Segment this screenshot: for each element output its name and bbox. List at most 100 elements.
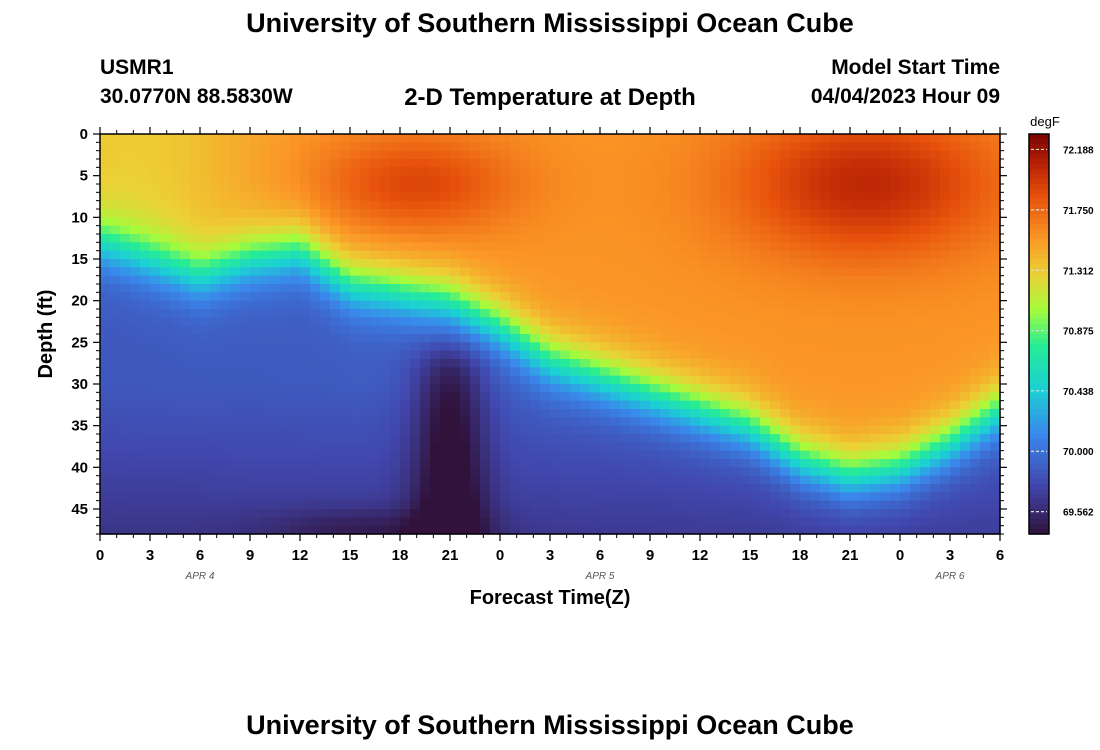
heatmap-cell: [610, 350, 621, 360]
heatmap-cell: [600, 192, 611, 202]
heatmap-cell: [190, 275, 201, 285]
heatmap-cell: [520, 259, 531, 268]
heatmap-cell: [320, 284, 331, 293]
heatmap-cell: [370, 417, 381, 427]
heatmap-cell: [210, 300, 221, 310]
heatmap-cell: [150, 492, 161, 502]
heatmap-cell: [700, 375, 711, 385]
heatmap-cell: [680, 509, 691, 518]
heatmap-cell: [930, 459, 941, 468]
heatmap-cell: [170, 459, 181, 468]
heatmap-cell: [610, 467, 621, 477]
heatmap-cell: [570, 275, 581, 285]
heatmap-cell: [500, 359, 511, 368]
heatmap-cell: [760, 375, 771, 385]
x-tick-label: 18: [392, 547, 409, 564]
heatmap-cell: [820, 167, 831, 177]
heatmap-cell: [800, 517, 811, 527]
heatmap-cell: [300, 225, 311, 235]
heatmap-cell: [660, 267, 671, 277]
heatmap-cell: [360, 475, 371, 485]
heatmap-cell: [190, 517, 201, 527]
heatmap-cell: [150, 250, 161, 260]
heatmap-cell: [350, 259, 361, 268]
heatmap-cell: [930, 450, 941, 460]
heatmap-cell: [200, 150, 211, 160]
heatmap-cells: [100, 134, 1001, 535]
heatmap-cell: [710, 500, 721, 510]
heatmap-cell: [170, 417, 181, 427]
heatmap-cell: [910, 175, 921, 185]
heatmap-cell: [620, 509, 631, 518]
heatmap-cell: [360, 167, 371, 177]
heatmap-cell: [160, 300, 171, 310]
heatmap-cell: [610, 175, 621, 185]
heatmap-cell: [410, 409, 421, 418]
heatmap-cell: [370, 250, 381, 260]
heatmap-cell: [900, 142, 911, 152]
heatmap-cell: [840, 500, 851, 510]
heatmap-cell: [910, 217, 921, 227]
heatmap-cell: [760, 317, 771, 327]
heatmap-cell: [280, 167, 291, 177]
heatmap-cell: [690, 225, 701, 235]
heatmap-cell: [930, 142, 941, 152]
heatmap-cell: [380, 409, 391, 418]
heatmap-cell: [960, 375, 971, 385]
heatmap-cell: [100, 459, 111, 468]
colorbar-segment: [1029, 369, 1049, 375]
heatmap-cell: [610, 259, 621, 268]
heatmap-cell: [890, 417, 901, 427]
heatmap-cell: [420, 175, 431, 185]
heatmap-cell: [430, 192, 441, 202]
heatmap-cell: [270, 167, 281, 177]
heatmap-cell: [200, 184, 211, 193]
heatmap-cell: [460, 450, 471, 460]
heatmap-cell: [910, 325, 921, 335]
heatmap-cell: [320, 242, 331, 252]
heatmap-cell: [170, 450, 181, 460]
heatmap-cell: [890, 142, 901, 152]
heatmap-cell: [320, 209, 331, 218]
heatmap-cell: [810, 409, 821, 418]
heatmap-cell: [460, 367, 471, 377]
heatmap-cell: [980, 225, 991, 235]
heatmap-cell: [230, 500, 241, 510]
heatmap-cell: [290, 442, 301, 452]
heatmap-cell: [810, 525, 821, 535]
heatmap-cell: [530, 367, 541, 377]
heatmap-cell: [110, 475, 121, 485]
heatmap-cell: [810, 475, 821, 485]
heatmap-cell: [700, 334, 711, 343]
heatmap-cell: [930, 400, 941, 410]
heatmap-cell: [890, 184, 901, 193]
heatmap-cell: [380, 225, 391, 235]
heatmap-cell: [900, 159, 911, 168]
heatmap-cell: [280, 350, 291, 360]
heatmap-cell: [590, 292, 601, 302]
heatmap-cell: [670, 450, 681, 460]
heatmap-cell: [830, 450, 841, 460]
heatmap-cell: [780, 517, 791, 527]
heatmap-cell: [820, 259, 831, 268]
colorbar-segment: [1029, 269, 1049, 275]
heatmap-cell: [860, 259, 871, 268]
heatmap-cell: [930, 217, 941, 227]
heatmap-cell: [280, 142, 291, 152]
heatmap-cell: [490, 234, 501, 243]
heatmap-cell: [180, 234, 191, 243]
heatmap-cell: [410, 425, 421, 435]
heatmap-cell: [540, 284, 551, 293]
heatmap-cell: [440, 492, 451, 502]
heatmap-cell: [800, 459, 811, 468]
heatmap-cell: [490, 375, 501, 385]
heatmap-cell: [650, 450, 661, 460]
heatmap-cell: [640, 350, 651, 360]
heatmap-cell: [640, 142, 651, 152]
heatmap-cell: [280, 300, 291, 310]
heatmap-cell: [400, 442, 411, 452]
heatmap-cell: [440, 325, 451, 335]
heatmap-cell: [920, 434, 931, 443]
heatmap-cell: [720, 334, 731, 343]
heatmap-cell: [230, 292, 241, 302]
